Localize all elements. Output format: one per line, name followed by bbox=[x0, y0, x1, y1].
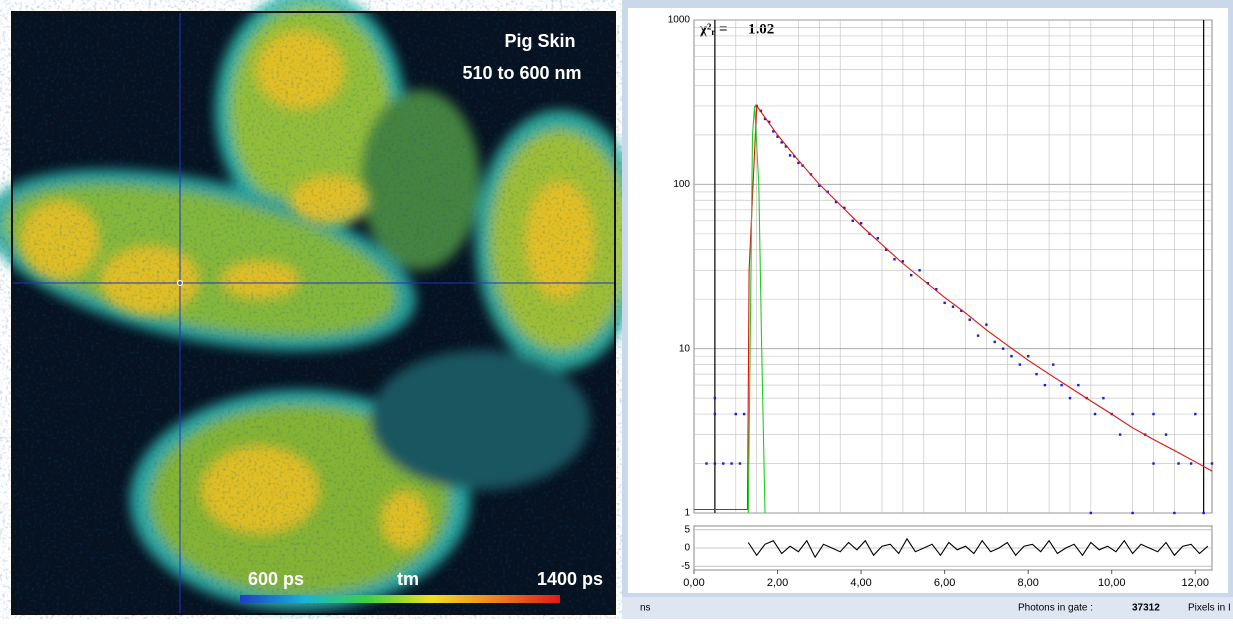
data-point bbox=[1035, 373, 1037, 375]
data-point bbox=[705, 462, 707, 464]
flim-image bbox=[0, 0, 645, 614]
data-point bbox=[789, 154, 791, 156]
data-point bbox=[1152, 413, 1154, 415]
colorbar-max: 1400 ps bbox=[537, 569, 603, 589]
data-point bbox=[969, 319, 971, 321]
data-point bbox=[1077, 384, 1079, 386]
data-point bbox=[730, 462, 732, 464]
x-tick-label: 0,00 bbox=[683, 577, 704, 589]
data-point bbox=[1131, 413, 1133, 415]
data-point bbox=[1177, 462, 1179, 464]
data-point bbox=[1211, 462, 1213, 464]
colorbar-label: tm bbox=[397, 569, 419, 589]
image-subtitle: 510 to 600 nm bbox=[462, 63, 581, 83]
data-point bbox=[714, 413, 716, 415]
data-point bbox=[1069, 397, 1071, 399]
x-tick-label: 8,00 bbox=[1017, 577, 1038, 589]
data-point bbox=[1194, 413, 1196, 415]
data-point bbox=[1102, 397, 1104, 399]
decay-plot-area bbox=[694, 20, 1212, 513]
data-point bbox=[1060, 384, 1062, 386]
data-point bbox=[1173, 512, 1175, 514]
data-point bbox=[852, 220, 854, 222]
data-point bbox=[977, 334, 979, 336]
fit-label: χ²ᵣ = bbox=[699, 21, 728, 37]
colorbar bbox=[240, 595, 560, 603]
data-point bbox=[877, 237, 879, 239]
fit-value: 1.02 bbox=[748, 21, 774, 37]
data-point bbox=[1027, 355, 1029, 357]
data-point bbox=[893, 258, 895, 260]
data-point bbox=[1119, 433, 1121, 435]
y-tick-label: -5 bbox=[681, 561, 690, 572]
data-point bbox=[943, 302, 945, 304]
data-point bbox=[1190, 462, 1192, 464]
data-point bbox=[994, 341, 996, 343]
photons-label: Photons in gate : bbox=[1018, 603, 1093, 614]
x-tick-label: 6,00 bbox=[934, 577, 955, 589]
screenshot: Pig Skin 510 to 600 nm 600 ps tm 1400 ps… bbox=[0, 0, 1233, 619]
data-point bbox=[714, 397, 716, 399]
data-point bbox=[1202, 512, 1204, 514]
data-point bbox=[860, 222, 862, 224]
data-point bbox=[735, 413, 737, 415]
data-point bbox=[714, 462, 716, 464]
photons-count: 37312 bbox=[1132, 603, 1160, 614]
y-tick-label: 1 bbox=[684, 508, 690, 519]
pixels-label: Pixels in I bbox=[1188, 603, 1231, 614]
y-tick-label: 100 bbox=[673, 179, 690, 190]
data-point bbox=[918, 269, 920, 271]
data-point bbox=[743, 413, 745, 415]
x-tick-label: 4,00 bbox=[850, 577, 871, 589]
y-tick-label: 10 bbox=[679, 343, 691, 354]
data-point bbox=[739, 462, 741, 464]
status-unit: ns bbox=[640, 603, 651, 614]
data-point bbox=[1152, 462, 1154, 464]
data-point bbox=[722, 462, 724, 464]
data-point bbox=[1052, 363, 1054, 365]
y-tick-label: 0 bbox=[684, 543, 690, 554]
data-point bbox=[1165, 433, 1167, 435]
x-tick-label: 12,00 bbox=[1182, 577, 1210, 589]
data-point bbox=[1090, 512, 1092, 514]
data-point bbox=[1002, 347, 1004, 349]
data-point bbox=[985, 323, 987, 325]
data-point bbox=[1131, 512, 1133, 514]
x-tick-label: 2,00 bbox=[767, 577, 788, 589]
y-tick-label: 1000 bbox=[668, 15, 691, 26]
image-title: Pig Skin bbox=[504, 31, 575, 51]
data-point bbox=[1019, 363, 1021, 365]
data-point bbox=[910, 274, 912, 276]
data-point bbox=[1010, 355, 1012, 357]
y-tick-label: 5 bbox=[684, 524, 690, 535]
x-tick-label: 10,00 bbox=[1098, 577, 1126, 589]
data-point bbox=[952, 306, 954, 308]
colorbar-min: 600 ps bbox=[248, 569, 304, 589]
data-point bbox=[1094, 413, 1096, 415]
data-point bbox=[1044, 384, 1046, 386]
